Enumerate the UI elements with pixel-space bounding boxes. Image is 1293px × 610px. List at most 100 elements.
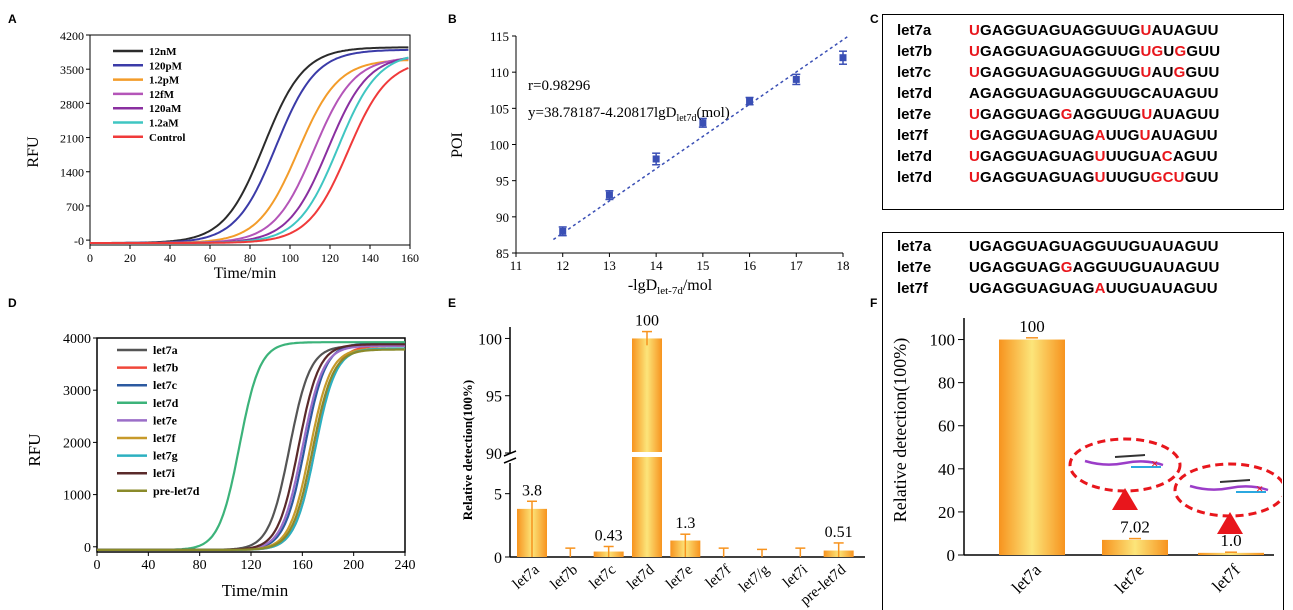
data-point — [839, 54, 847, 62]
sequence-text: UGAGGUAGUAGUUUGUACAGUU — [969, 148, 1218, 165]
axis-label-y-d: RFU — [25, 433, 44, 466]
x-tick-label: 80 — [193, 558, 207, 573]
red-arrow-icon — [1217, 512, 1243, 534]
mismatch-inset-ellipse — [1068, 437, 1182, 493]
category-label: let7f — [703, 562, 734, 592]
y-tick-label: 3500 — [60, 63, 84, 77]
category-label: let7e — [1111, 560, 1148, 597]
legend-label: 12fM — [149, 89, 175, 101]
x-tick-label: 20 — [124, 251, 136, 265]
y-tick-label: 80 — [938, 374, 955, 393]
panel-label-a: A — [8, 12, 17, 26]
y-tick-label: 4000 — [63, 332, 91, 347]
x-tick-label: 17 — [790, 258, 804, 273]
sequence-name: let7a — [897, 238, 932, 255]
value-label: 1.0 — [1220, 531, 1241, 550]
y-tick-label: 100 — [930, 331, 956, 350]
sequence-name: let7d — [897, 148, 933, 165]
panel-f-frame — [882, 232, 1284, 610]
sequence-row: let7b UGAGGUAGUAGGUUGUGUGGUU — [883, 41, 1283, 62]
sequence-alignment-f: let7a UGAGGUAGUAGGUUGUAUAGUU let7e UGAGGUAG… — [883, 236, 1283, 299]
value-label: 0.43 — [595, 527, 623, 544]
y-tick-label: 1400 — [60, 166, 84, 180]
data-point — [699, 119, 707, 127]
legend-label: let7b — [153, 361, 179, 375]
series-line-let7c — [97, 342, 405, 551]
sequence-text: UGAGGUAGGAGGUUGUAUAGUU — [969, 259, 1220, 276]
fit-line — [552, 35, 849, 241]
y-tick-label: 85 — [496, 246, 509, 261]
strand-illustration — [1114, 454, 1146, 458]
x-tick-label: 120 — [241, 558, 262, 573]
legend-label: 120pM — [149, 60, 183, 72]
y-tick-label: 115 — [490, 29, 509, 44]
series-line-let7f — [97, 347, 405, 551]
series-line-1.2pM — [90, 59, 409, 244]
sequence-row: let7d UGAGGUAGUAGUUUGUGCUGUU — [883, 167, 1283, 188]
y-tick-label: 90 — [496, 210, 509, 225]
category-label: let7f — [1208, 560, 1244, 596]
data-point — [559, 227, 567, 235]
sequence-row: let7d UGAGGUAGUAGUUUGUACAGUU — [883, 146, 1283, 167]
y-tick-label: 100 — [478, 331, 502, 348]
y-tick-label: 40 — [938, 460, 955, 479]
x-tick-label: 0 — [94, 558, 101, 573]
category-label: let7/g — [736, 561, 773, 596]
axis-label-y-b: POI — [449, 132, 466, 158]
x-tick-label: 15 — [696, 258, 709, 273]
y-tick-label: 0 — [947, 546, 956, 565]
series-line-let7e — [97, 344, 405, 551]
panel-label-f: F — [870, 296, 878, 310]
sequence-name: let7f — [897, 127, 928, 144]
sequence-row: let7a UGAGGUAGUAGGUUGUAUAGUU — [883, 236, 1283, 257]
x-tick-label: 0 — [87, 251, 93, 265]
y-tick-label: 0 — [84, 541, 91, 556]
chart-f: 020406080100100let7a7.02let7e1.0let7f×× … — [890, 317, 1282, 597]
series-line-let7i — [97, 343, 405, 551]
x-tick-label: 12 — [556, 258, 569, 273]
x-tick-label: 16 — [743, 258, 757, 273]
y-tick-label: 4200 — [60, 29, 84, 43]
legend-label: let7d — [153, 396, 179, 410]
sequence-name: let7b — [897, 43, 933, 60]
y-tick-label: 95 — [486, 389, 502, 406]
sequence-text: UGAGGUAGUAGAUUGUAUAGUU — [969, 127, 1218, 144]
y-tick-label: 60 — [938, 417, 955, 436]
bar-break-gap — [630, 452, 664, 457]
strand-illustration — [1219, 479, 1251, 483]
category-label: let7e — [663, 562, 696, 593]
x-tick-label: 13 — [603, 258, 616, 273]
annotation-r: r=0.98296 — [528, 78, 591, 94]
y-tick-label: 2000 — [63, 436, 91, 451]
series-line-12nM — [90, 46, 409, 244]
y-tick-label: 5 — [494, 487, 502, 504]
category-label: let7d — [624, 561, 658, 593]
series-line-let7g — [97, 347, 405, 551]
axis-label-y-a: RFU — [25, 136, 42, 168]
x-tick-label: 80 — [244, 251, 256, 265]
sequence-text: UGAGGUAGUAGGUUGUAUAGUU — [969, 238, 1219, 255]
legend-label: let7e — [153, 413, 178, 427]
panel-label-d: D — [8, 296, 17, 310]
sequence-row: let7c UGAGGUAGUAGGUUGUAUGGUU — [883, 62, 1283, 83]
legend-label: 12nM — [149, 46, 177, 58]
value-label: 1.3 — [675, 515, 695, 532]
sequence-text: UGAGGUAGUAGGUUGUAUAGUU — [969, 22, 1219, 39]
sequence-name: let7e — [897, 106, 932, 123]
y-tick-label: 20 — [938, 503, 955, 522]
sequence-text: UGAGGUAGUAGUUUGUGCUGUU — [969, 169, 1219, 186]
sequence-row: let7d AGAGGUAGUAGGUUGCAUAGUU — [883, 83, 1283, 104]
axis-label-x-b: -lgDlet-7d/mol — [628, 277, 713, 295]
category-label: let7b — [548, 562, 581, 594]
mismatch-mark-icon: × — [1151, 456, 1158, 471]
y-tick-label: 100 — [490, 138, 510, 153]
data-point — [746, 97, 754, 105]
x-tick-label: 160 — [292, 558, 313, 573]
y-tick-label: 95 — [496, 174, 509, 189]
sequence-row: let7e UGAGGUAGGAGGUUGUAUAGUU — [883, 257, 1283, 278]
red-arrow-icon — [1112, 488, 1138, 510]
category-label: let7i — [780, 562, 811, 591]
y-tick-label: 2100 — [60, 132, 84, 146]
x-tick-label: 60 — [204, 251, 216, 265]
y-tick-label: 3000 — [63, 384, 91, 399]
